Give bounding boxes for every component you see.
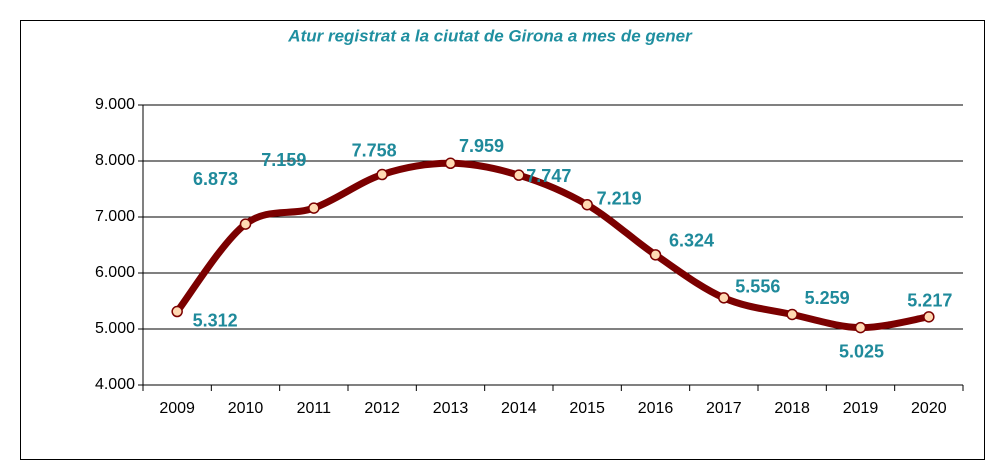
marker [444,157,457,170]
marker [854,321,867,334]
data-label: 5.025 [839,341,884,361]
marker [239,218,252,230]
y-tick-label: 4.000 [95,376,135,393]
x-tick-label: 2011 [297,400,332,417]
marker [786,308,798,321]
x-tick-label: 2020 [911,400,947,417]
x-tick-label: 2017 [706,400,742,417]
x-tick-label: 2012 [364,400,400,417]
y-tick-label: 6.000 [95,264,135,281]
chart-border [20,20,985,460]
data-label: 5.259 [805,288,850,308]
data-label: 7.747 [526,166,571,186]
marker [171,305,183,318]
marker [581,198,593,211]
x-tick-label: 2015 [569,400,605,417]
chart-title: Atur registrat a la ciutat de Girona a m… [287,26,693,45]
data-label: 7.758 [352,140,397,160]
data-label: 6.873 [193,169,238,189]
data-label: 7.959 [459,136,504,156]
data-label: 7.159 [261,150,306,170]
marker [649,249,662,261]
marker [376,168,388,181]
y-tick-label: 9.000 [95,96,135,113]
y-tick-label: 5.000 [95,320,135,337]
x-tick-label: 2014 [501,400,537,417]
y-tick-label: 7.000 [95,208,135,225]
data-label: 5.312 [193,310,238,330]
x-tick-label: 2013 [433,400,469,417]
marker [308,202,320,214]
x-tick-label: 2010 [228,400,264,417]
marker [923,311,935,323]
data-label: 5.556 [735,277,780,297]
data-label: 5.217 [907,291,952,311]
y-tick-label: 8.000 [95,152,135,169]
data-label: 6.324 [669,231,714,251]
marker [718,292,730,304]
data-label: 7.219 [597,188,642,208]
x-tick-label: 2009 [159,400,195,417]
marker [513,169,525,181]
x-tick-label: 2016 [638,400,674,417]
x-tick-label: 2019 [843,400,879,417]
x-tick-label: 2018 [774,400,810,417]
